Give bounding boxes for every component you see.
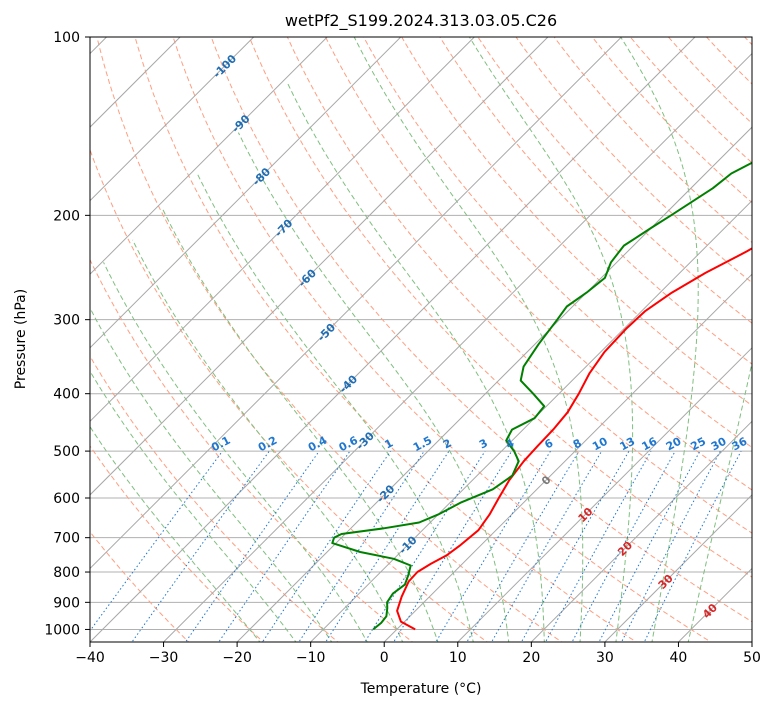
mixing-ratio-label: 36 (730, 435, 750, 454)
background-lines (90, 24, 775, 645)
dewpoint-profile (331, 161, 752, 631)
series-layer (331, 161, 752, 631)
moist-adiabat (196, 173, 474, 642)
isotherm (90, 37, 328, 275)
dry-adiabat (90, 355, 339, 642)
dry-adiabat (286, 37, 752, 534)
isotherm (310, 199, 752, 642)
chart-title: wetPf2_S199.2024.313.03.05.C26 (285, 11, 557, 31)
mixing-ratio-line (364, 450, 486, 642)
moist-adiabat (687, 360, 752, 642)
plot-frame (89, 36, 753, 643)
moist-adiabat (90, 425, 261, 642)
x-tick-label: 50 (743, 650, 761, 666)
x-tick-label: −10 (296, 650, 326, 666)
mixing-ratio-label: 16 (640, 435, 660, 454)
x-tick-label: 30 (596, 650, 614, 666)
x-tick-label: −30 (149, 650, 179, 666)
y-tick-label: 800 (53, 565, 80, 581)
mixing-ratio-label: 30 (709, 435, 729, 454)
temperature-profile (396, 247, 752, 631)
mixing-ratio-line (621, 450, 721, 642)
y-tick-label: 200 (53, 208, 80, 224)
moist-adiabat (90, 307, 333, 642)
y-axis-label: Pressure (hPa) (13, 289, 29, 389)
isotherm (90, 37, 549, 496)
x-tick-label: 40 (670, 650, 688, 666)
isotherm (90, 37, 475, 423)
y-tick-label: 900 (53, 595, 80, 611)
dry-adiabat (324, 37, 752, 491)
isotherm (236, 126, 752, 642)
y-tick-label: 600 (53, 491, 80, 507)
y-tick-label: 700 (53, 531, 80, 547)
isotherm (90, 37, 255, 202)
x-tick-label: −40 (75, 650, 105, 666)
y-tick-label: 100 (53, 30, 80, 46)
y-tick-label: 1000 (44, 622, 80, 638)
isotherm (530, 420, 752, 642)
y-tick-label: 300 (53, 313, 80, 329)
x-tick-label: 20 (522, 650, 540, 666)
mixing-ratio-line (466, 450, 580, 642)
mixing-ratio-line (90, 450, 223, 632)
moist-adiabat (620, 37, 699, 642)
mixing-ratio-label: 13 (618, 435, 638, 454)
dry-adiabat (90, 531, 190, 642)
isotherm (90, 37, 402, 349)
x-tick-label: 10 (449, 650, 467, 666)
mixing-ratio-line (393, 450, 513, 642)
moist-adiabat (237, 132, 510, 642)
isotherm (604, 494, 752, 642)
x-axis-label: Temperature (°C) (360, 681, 482, 697)
plot-background (90, 37, 752, 642)
y-tick-label: 400 (53, 387, 80, 403)
mixing-ratio-label: 20 (664, 435, 684, 454)
moist-adiabat (132, 239, 404, 642)
mixing-ratio-label: 10 (590, 435, 610, 454)
dry-adiabat (210, 37, 752, 623)
mixing-ratio-line (298, 450, 425, 642)
moist-adiabat (162, 208, 439, 642)
moist-adiabat (468, 37, 634, 642)
isotherm (457, 347, 752, 642)
dry-adiabat (248, 37, 752, 578)
dry-adiabat (770, 24, 775, 645)
mixing-ratio-line (598, 450, 701, 642)
dry-adiabat (439, 37, 752, 365)
mixing-ratio-label: 25 (688, 435, 708, 454)
isotherm (163, 52, 752, 642)
dry-adiabat (172, 37, 712, 642)
moist-adiabat (90, 370, 297, 642)
dry-adiabat (90, 258, 414, 642)
mixing-ratio-line (325, 450, 450, 642)
dry-adiabat (401, 37, 752, 407)
dry-adiabat (134, 37, 638, 642)
axes: −40 −30 −20 −10 0 10 20 30 40 50 100 200 300 400 500 60… (44, 30, 761, 666)
x-tick-label: −20 (222, 650, 252, 666)
isotherm (90, 37, 622, 570)
isotherm (383, 273, 752, 642)
moist-adiabat (103, 262, 368, 642)
mixing-ratio-line (571, 450, 676, 642)
mixing-ratio-line (261, 450, 391, 642)
mixing-ratio-line (184, 450, 320, 642)
isotherm (751, 641, 752, 642)
moist-adiabat (287, 83, 545, 642)
mixing-ratio-line (218, 450, 351, 642)
y-tick-label: 500 (53, 444, 80, 460)
isotherm (90, 37, 696, 642)
mixing-ratio-line (131, 450, 270, 642)
x-tick-label: 0 (380, 650, 389, 666)
dry-adiabat (96, 37, 563, 642)
